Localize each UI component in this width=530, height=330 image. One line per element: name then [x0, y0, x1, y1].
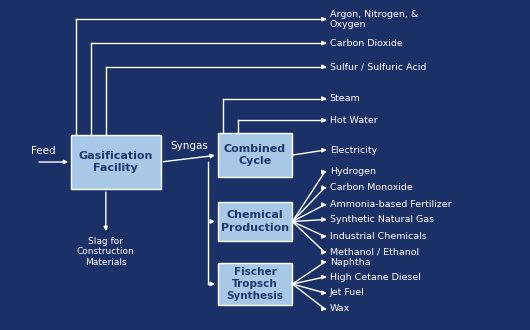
- Text: Syngas: Syngas: [170, 141, 208, 151]
- FancyBboxPatch shape: [218, 263, 293, 305]
- Text: Methanol / Ethanol: Methanol / Ethanol: [330, 248, 419, 257]
- Text: Slag for
Construction
Materials: Slag for Construction Materials: [77, 237, 135, 267]
- Text: Naphtha: Naphtha: [330, 258, 370, 267]
- Text: Combined
Cycle: Combined Cycle: [224, 144, 286, 166]
- Text: Electricity: Electricity: [330, 146, 377, 155]
- Text: Gasification
Facility: Gasification Facility: [78, 151, 153, 173]
- Text: Sulfur / Sulfuric Acid: Sulfur / Sulfuric Acid: [330, 62, 426, 71]
- Text: Feed: Feed: [31, 146, 56, 156]
- Text: Synthetic Natural Gas: Synthetic Natural Gas: [330, 215, 434, 224]
- Text: Wax: Wax: [330, 304, 350, 313]
- Text: Steam: Steam: [330, 94, 360, 103]
- Text: Ammonia-based Fertilizer: Ammonia-based Fertilizer: [330, 200, 451, 209]
- Text: Hot Water: Hot Water: [330, 116, 377, 125]
- Text: Fischer
Tropsch
Synthesis: Fischer Tropsch Synthesis: [226, 267, 284, 301]
- Text: Carbon Monoxide: Carbon Monoxide: [330, 183, 412, 192]
- Text: Industrial Chemicals: Industrial Chemicals: [330, 232, 427, 241]
- Text: Carbon Dioxide: Carbon Dioxide: [330, 39, 402, 48]
- Text: Argon, Nitrogen, &
Oxygen: Argon, Nitrogen, & Oxygen: [330, 10, 418, 29]
- Text: Chemical
Production: Chemical Production: [221, 210, 289, 233]
- FancyBboxPatch shape: [218, 133, 293, 178]
- FancyBboxPatch shape: [218, 202, 293, 241]
- Text: High Cetane Diesel: High Cetane Diesel: [330, 273, 420, 281]
- Text: Jet Fuel: Jet Fuel: [330, 288, 365, 297]
- FancyBboxPatch shape: [71, 135, 161, 189]
- Text: Hydrogen: Hydrogen: [330, 167, 376, 177]
